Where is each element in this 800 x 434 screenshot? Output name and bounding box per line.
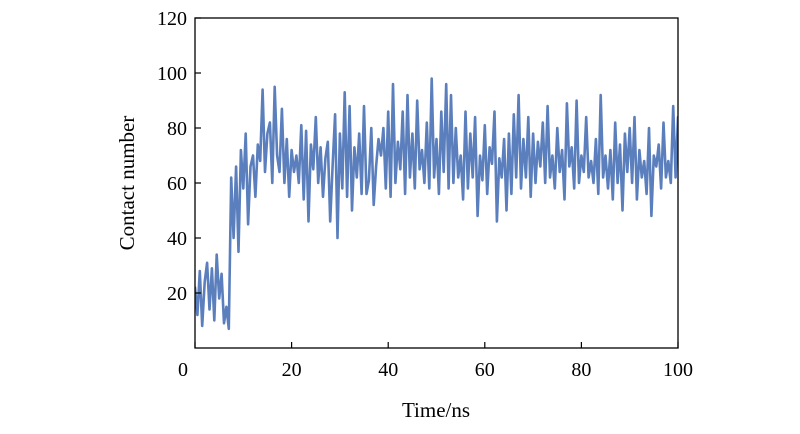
- y-tick-label: 20: [167, 283, 187, 305]
- y-axis: 20 40 60 80 100 120: [157, 8, 201, 305]
- x-tick-label: 100: [663, 359, 693, 381]
- y-tick-label: 80: [167, 118, 187, 140]
- y-tick-label: 60: [167, 173, 187, 195]
- x-axis: 0 20 40 60 80 100: [178, 342, 693, 381]
- x-tick-label: 20: [282, 359, 302, 381]
- y-axis-title: Contact number: [115, 116, 139, 251]
- x-tick-label: 0: [178, 359, 188, 381]
- plot-frame: [194, 17, 679, 349]
- x-tick-label: 60: [475, 359, 495, 381]
- x-tick-label: 40: [378, 359, 398, 381]
- x-tick-label: 80: [571, 359, 591, 381]
- y-tick-label: 40: [167, 228, 187, 250]
- contact-number-series-line: [195, 77, 678, 331]
- y-tick-label: 120: [157, 8, 187, 30]
- y-tick-label: 100: [157, 63, 187, 85]
- x-axis-title: Time/ns: [402, 398, 470, 422]
